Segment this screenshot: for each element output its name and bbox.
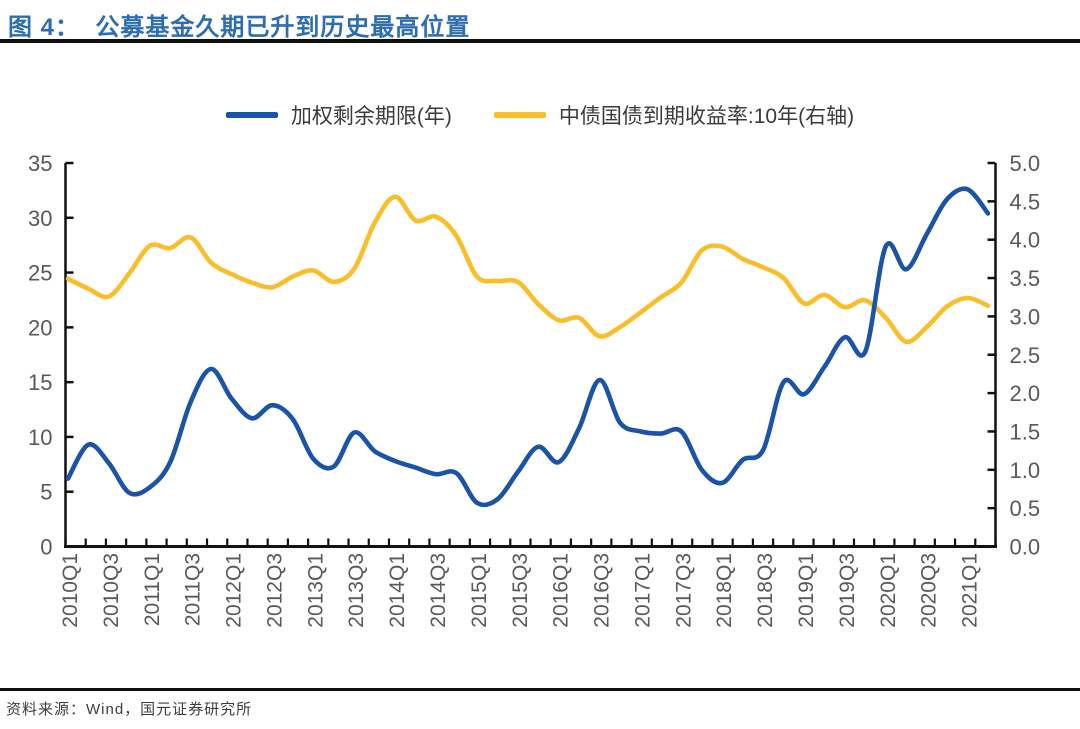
x-axis-tick-label: 2013Q3 (345, 553, 368, 628)
right-axis-tick-label: 4.0 (1010, 228, 1041, 253)
legend-swatch-yield-icon (493, 112, 546, 118)
duration-series-line (65, 186, 991, 508)
legend-item-duration: 加权剩余期限(年) (225, 100, 452, 130)
right-axis-tick-label: 2.5 (1010, 343, 1041, 368)
left-axis-tick-label: 5 (40, 480, 52, 505)
left-axis-tick-label: 15 (28, 370, 52, 395)
legend-label-duration: 加权剩余期限(年) (290, 105, 452, 128)
x-axis-tick-label: 2012Q3 (263, 553, 286, 628)
left-axis-tick-label: 30 (28, 206, 52, 231)
x-axis-tick-label: 2018Q1 (713, 553, 736, 628)
x-axis-tick-label: 2013Q1 (304, 553, 327, 628)
left-axis-tick-label: 0 (40, 535, 52, 560)
source-note: 资料来源：Wind，国元证券研究所 (6, 701, 253, 718)
left-axis-tick-label: 10 (28, 425, 52, 450)
x-axis-tick-label: 2019Q3 (836, 553, 859, 628)
right-axis-tick-label: 2.0 (1010, 381, 1041, 406)
axis-tick-labels: 0 5 10 15 20 25 30 35 0.0 0.5 1.0 1.5 2.0 2.5 3.0 3.5 4.… (28, 151, 1040, 628)
x-axis-tick-label: 2011Q3 (182, 553, 205, 626)
x-axis-tick-label: 2018Q3 (754, 553, 777, 628)
right-axis-tick-label: 3.0 (1010, 304, 1041, 329)
right-axis-tick-label: 3.5 (1010, 266, 1041, 291)
figure-title: 图 4： 公募基金久期已升到历史最高位置 (8, 14, 471, 41)
x-axis-tick-label: 2020Q1 (877, 553, 900, 628)
right-axis-tick-label: 0.0 (1010, 535, 1041, 560)
right-axis-tick-label: 0.5 (1010, 496, 1041, 521)
right-axis-tick-label: 1.0 (1010, 458, 1041, 483)
x-axis-tick-label: 2010Q1 (59, 553, 82, 628)
left-axis-tick-label: 35 (28, 151, 52, 176)
x-axis-tick-label: 2016Q3 (591, 553, 614, 628)
x-axis-tick-label: 2015Q1 (468, 553, 491, 628)
x-axis-tick-label: 2017Q3 (672, 553, 695, 628)
x-axis-tick-label: 2014Q1 (386, 553, 409, 628)
chart-legend: 加权剩余期限(年) 中债国债到期收益率:10年(右轴) (0, 100, 1080, 130)
x-axis-tick-label: 2014Q3 (427, 553, 450, 628)
right-axis-tick-label: 4.5 (1010, 189, 1041, 214)
x-axis-tick-label: 2012Q1 (223, 553, 246, 628)
x-axis-tick-label: 2010Q3 (100, 553, 123, 628)
legend-item-yield: 中债国债到期收益率:10年(右轴) (493, 100, 855, 130)
x-axis-tick-label: 2015Q3 (509, 553, 532, 628)
axes (64, 161, 997, 548)
x-axis-tick-label: 2021Q1 (959, 553, 982, 628)
yield-series-line (65, 194, 991, 345)
legend-swatch-duration-icon (225, 112, 278, 118)
x-axis-tick-label: 2011Q1 (141, 553, 164, 626)
x-axis-tick-label: 2019Q1 (795, 553, 818, 628)
left-axis-tick-label: 25 (28, 261, 52, 286)
right-axis-tick-label: 1.5 (1010, 419, 1041, 444)
x-axis-tick-label: 2020Q3 (918, 553, 941, 628)
footer-divider (0, 688, 1080, 691)
legend-label-yield: 中债国债到期收益率:10年(右轴) (558, 105, 855, 128)
title-divider (0, 39, 1080, 43)
x-axis-tick-label: 2017Q1 (631, 553, 654, 628)
left-axis-tick-label: 20 (28, 315, 52, 340)
duration-yield-line-chart: 0 5 10 15 20 25 30 35 0.0 0.5 1.0 1.5 2.0 2.5 3.0 3.5 4.… (28, 151, 1040, 628)
right-axis-tick-label: 5.0 (1010, 151, 1041, 176)
x-axis-tick-label: 2016Q1 (550, 553, 573, 628)
